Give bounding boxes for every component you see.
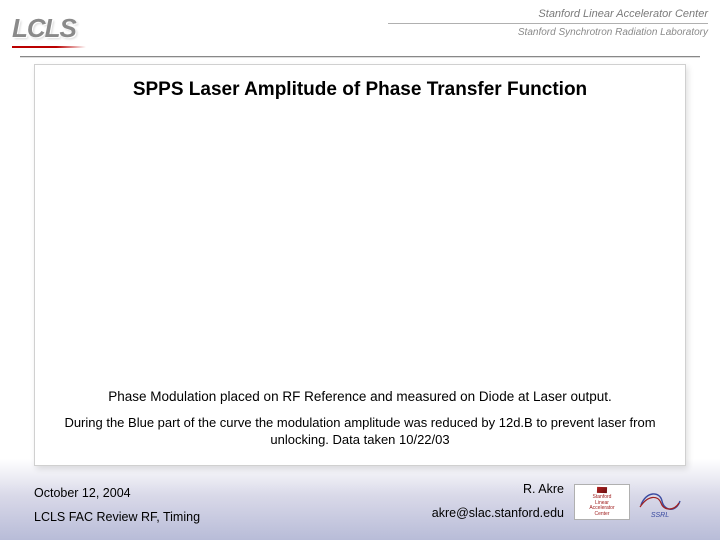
body-line-2: During the Blue part of the curve the mo… — [53, 414, 667, 449]
lcls-logo-text: LCLS — [12, 13, 76, 44]
header-divider — [20, 56, 700, 58]
affiliation-line-1: Stanford Linear Accelerator Center — [388, 8, 708, 24]
lcls-logo: LCLS — [12, 6, 152, 50]
slide: LCLS Stanford Linear Accelerator Center … — [0, 0, 720, 540]
footer: October 12, 2004 LCLS FAC Review RF, Tim… — [34, 474, 686, 530]
content-card: SPPS Laser Amplitude of Phase Transfer F… — [34, 64, 686, 466]
slide-title: SPPS Laser Amplitude of Phase Transfer F… — [53, 79, 667, 101]
footer-email: akre@slac.stanford.edu — [432, 506, 564, 520]
affiliation-block: Stanford Linear Accelerator Center Stanf… — [388, 6, 708, 38]
svg-text:SSRL: SSRL — [651, 512, 669, 519]
footer-logos: Stanford Linear Accelerator Center SSRL — [574, 480, 686, 524]
body-text-block: Phase Modulation placed on RF Reference … — [53, 388, 667, 449]
slac-mini-logo: Stanford Linear Accelerator Center — [574, 484, 630, 520]
body-area: Phase Modulation placed on RF Reference … — [53, 109, 667, 451]
body-line-1: Phase Modulation placed on RF Reference … — [53, 388, 667, 406]
footer-left: October 12, 2004 LCLS FAC Review RF, Tim… — [34, 482, 200, 530]
header-bar: LCLS Stanford Linear Accelerator Center … — [0, 0, 720, 58]
slac-mini-logo-square — [597, 487, 607, 493]
affiliation-line-2: Stanford Synchrotron Radiation Laborator… — [388, 27, 708, 38]
slac-mini-logo-line-3: Center — [594, 512, 609, 518]
ssrl-mini-logo: SSRL — [636, 485, 684, 519]
footer-subtitle: LCLS FAC Review RF, Timing — [34, 506, 200, 530]
footer-author: R. Akre — [523, 482, 564, 496]
footer-date: October 12, 2004 — [34, 482, 200, 506]
